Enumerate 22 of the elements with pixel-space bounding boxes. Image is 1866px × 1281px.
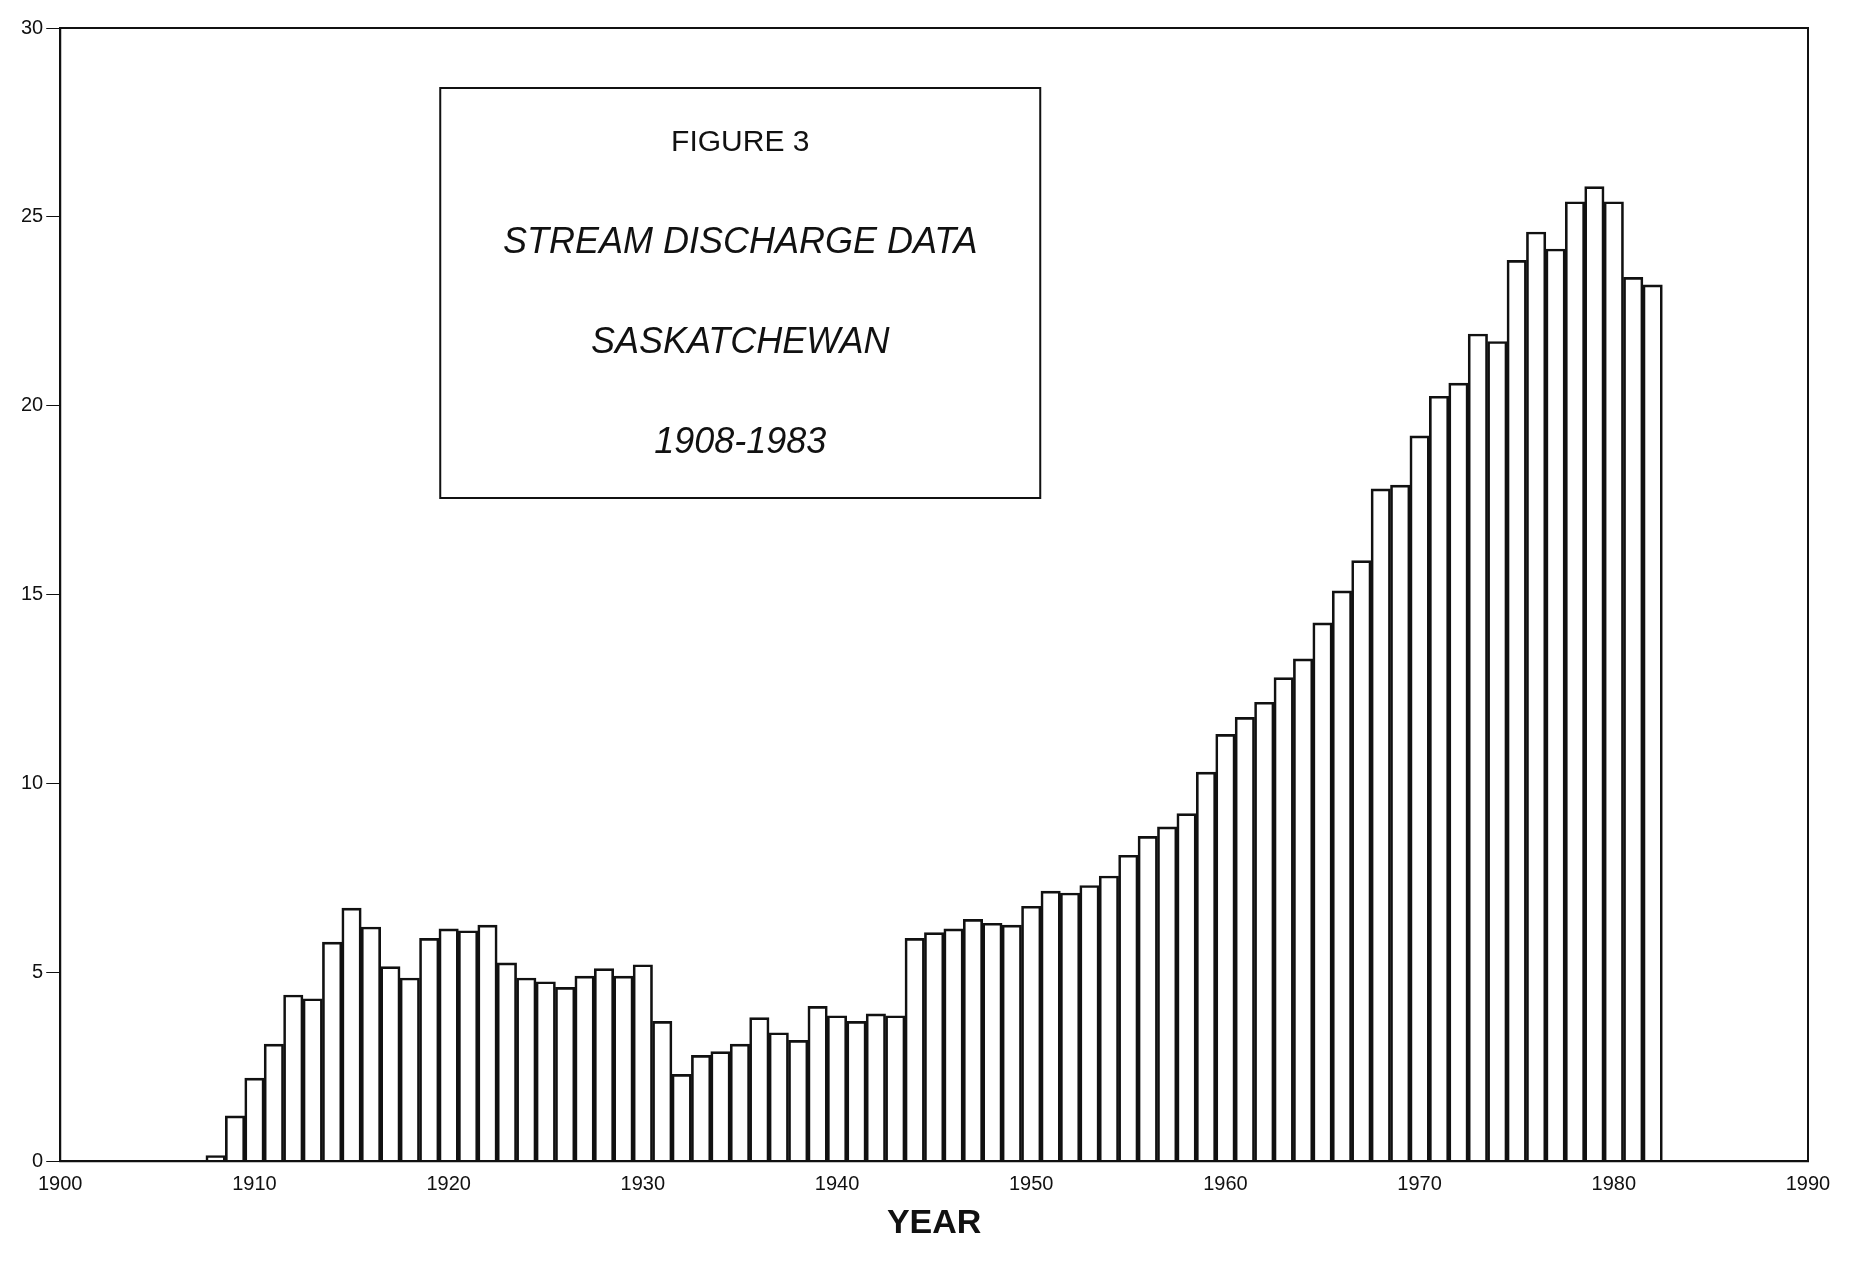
x-tick-label: 1950: [1008, 1171, 1054, 1194]
x-tick-label: 1910: [232, 1171, 277, 1194]
x-tick-label: 1930: [620, 1171, 666, 1194]
x-tick-label: 1920: [426, 1171, 471, 1194]
y-tick-label: 10: [21, 770, 44, 793]
y-tick-label: 15: [21, 582, 44, 605]
annotation: FIGURE 3: [671, 124, 810, 158]
x-axis-title: YEAR: [886, 1201, 982, 1240]
annotation: 1908-1983: [654, 420, 827, 462]
x-tick-label: 1940: [814, 1171, 860, 1194]
x-tick-label: 1900: [38, 1171, 83, 1194]
x-tick-label: 1970: [1397, 1171, 1442, 1194]
y-tick-label: 0: [32, 1148, 44, 1171]
x-tick-label: 1990: [1785, 1171, 1831, 1194]
y-tick-label: 25: [21, 204, 44, 227]
x-tick-label: 1980: [1591, 1171, 1637, 1194]
annotation: STREAM DISCHARGE DATA: [502, 220, 978, 262]
x-tick-label: 1960: [1203, 1171, 1248, 1194]
y-tick-label: 30: [21, 15, 44, 38]
y-tick-label: 5: [32, 959, 44, 982]
y-tick-label: 20: [21, 393, 44, 416]
annotation: SASKATCHEWAN: [590, 320, 891, 362]
